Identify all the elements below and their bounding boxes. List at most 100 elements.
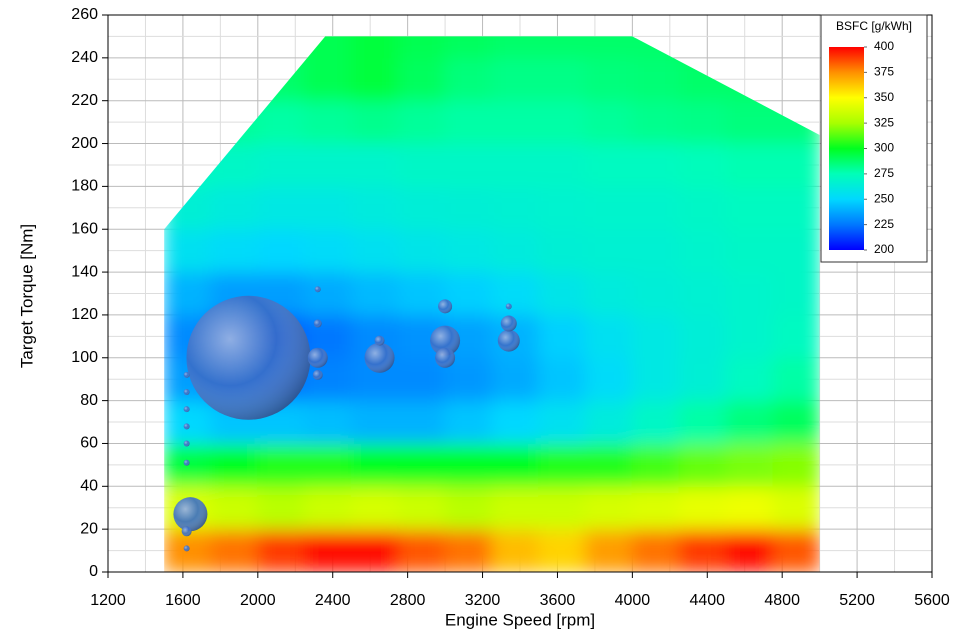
contour-cell (350, 528, 399, 572)
contour-cell (772, 442, 820, 487)
contour-cell (491, 57, 540, 102)
contour-cell (304, 528, 352, 572)
contour-cell (538, 271, 587, 316)
bubble-shade (183, 389, 190, 396)
contour-cell (585, 271, 633, 316)
bubble-shade (307, 347, 328, 368)
contour-cell (444, 228, 493, 273)
contour-cell (538, 143, 587, 187)
bubble-shade (186, 295, 311, 420)
bubble-shade (181, 526, 192, 537)
contour-cell (772, 185, 820, 230)
y-axis-label: Target Torque [Nm] (17, 224, 36, 368)
bubble-shade (435, 347, 456, 368)
contour-cell (772, 485, 820, 530)
colorbar-tick-label: 250 (874, 191, 894, 205)
contour-cell (350, 57, 399, 102)
contour-cell (631, 400, 680, 444)
x-tick-label: 3600 (540, 592, 576, 609)
colorbar-title: BSFC [g/kWh] (836, 19, 912, 33)
bubble-shade (183, 440, 190, 447)
contour-cell (491, 485, 540, 530)
contour-cell (585, 57, 633, 102)
contour-cell (631, 442, 680, 487)
contour-cell (725, 228, 774, 273)
colorbar-tick-label: 200 (874, 242, 894, 256)
contour-cell (678, 271, 727, 316)
contour-cell (350, 228, 399, 273)
contour-cell (538, 36, 587, 59)
contour-cell (257, 100, 306, 145)
contour-cell (350, 100, 399, 145)
contour-cell (631, 485, 680, 530)
contour-cell (772, 528, 820, 572)
contour-cell (538, 485, 587, 530)
y-tick-label: 200 (71, 135, 98, 152)
colorbar-tick-label: 350 (874, 90, 894, 104)
contour-cell (585, 528, 633, 572)
contour-cell (585, 143, 633, 187)
bubble-shade (183, 545, 190, 552)
contour-cell (304, 485, 352, 530)
y-tick-label: 0 (89, 563, 98, 580)
bubble-shade (438, 299, 453, 314)
contour-cell (631, 100, 680, 145)
contour-cell (210, 485, 259, 530)
bubble-shade (497, 329, 520, 352)
contour-cell (538, 100, 587, 145)
contour-cell (631, 228, 680, 273)
contour-cell (257, 143, 306, 187)
bubble-shade (500, 315, 517, 332)
contour-cell (350, 442, 399, 487)
contour-cell (585, 400, 633, 444)
contour-cell (304, 57, 352, 102)
contour-cell (585, 357, 633, 402)
colorbar-tick-label: 275 (874, 166, 894, 180)
contour-cell (350, 271, 399, 316)
contour-cell (444, 528, 493, 572)
colorbar-tick-label: 375 (874, 65, 894, 79)
contour-cell (304, 100, 352, 145)
y-tick-label: 160 (71, 220, 98, 237)
contour-cell (538, 228, 587, 273)
contour-cell (725, 528, 774, 572)
bubble-shade (313, 319, 322, 328)
bubble-shade (374, 335, 385, 346)
contour-cell (585, 36, 633, 59)
contour-cell (304, 185, 352, 230)
contour-cell (772, 228, 820, 273)
contour-cell (444, 485, 493, 530)
colorbar-tick-label: 225 (874, 217, 894, 231)
contour-cell (444, 400, 493, 444)
contour-cell (257, 442, 306, 487)
contour-cell (491, 271, 540, 316)
contour-cell (397, 442, 446, 487)
bubble-shade (312, 369, 323, 380)
contour-cell (304, 442, 352, 487)
contour-cell (444, 36, 493, 59)
contour-cell (397, 485, 446, 530)
contour-cell (397, 100, 446, 145)
contour-cell (585, 185, 633, 230)
contour-cell (538, 528, 587, 572)
contour-cell (631, 528, 680, 572)
contour-cell (678, 100, 727, 145)
plot-frame (107, 14, 933, 573)
contour-cell (397, 143, 446, 187)
bubble-shade (183, 371, 190, 378)
colorbar-tick-label: 325 (874, 115, 894, 129)
contour-cell (491, 36, 540, 59)
contour-cell (210, 228, 259, 273)
x-tick-label: 5200 (839, 592, 875, 609)
x-axis-label: Engine Speed [rpm] (445, 610, 595, 629)
contour-cell (164, 228, 212, 273)
contour-cell (444, 100, 493, 145)
contour-cell (585, 314, 633, 359)
x-tick-label: 2400 (315, 592, 351, 609)
contour-cell (538, 400, 587, 444)
bubbles (173, 286, 520, 552)
x-tick-label: 2000 (240, 592, 276, 609)
contour-cell (491, 442, 540, 487)
contour-cell (678, 485, 727, 530)
contour-cell (585, 485, 633, 530)
